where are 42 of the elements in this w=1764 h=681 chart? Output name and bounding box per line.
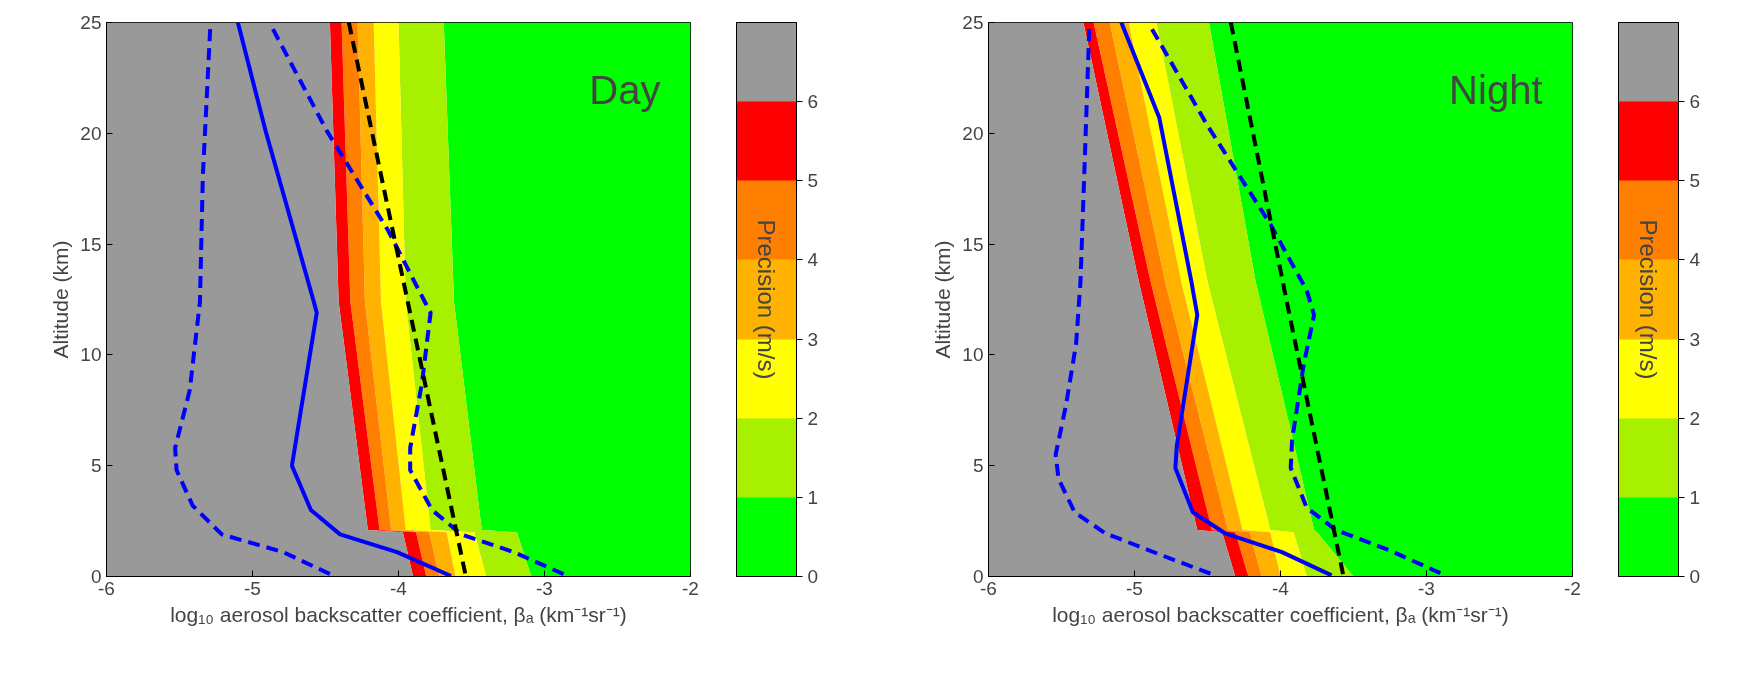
color-bar-label: 6 [1689,91,1701,113]
y-tick-label: 15 [962,233,984,255]
y-tick-label: 25 [962,12,984,33]
y-tick-label: 10 [962,344,984,366]
y-tick-label: 5 [972,455,984,477]
line-series [1119,22,1334,577]
y-axis-title: Altitude (km) [931,240,955,359]
color-bar-label: 5 [1689,170,1701,192]
x-tick-label: -3 [1418,577,1435,599]
line-series [235,22,454,577]
color-bar-label: 0 [1689,566,1701,587]
y-tick-label: 25 [80,12,102,33]
x-axis-title: log₁₀ aerosol backscatter coefficient, βₐ (km⁻¹sr⁻¹) [170,602,627,626]
y-axis-title: Altitude (km) [49,240,73,359]
color-bar-label: 1 [1689,486,1701,508]
color-bar-label: 4 [1689,249,1701,271]
color-bar-label: 2 [807,407,819,429]
color-bar-label: 0 [807,566,819,587]
color-bar-label: 2 [1689,407,1701,429]
x-tick-label: -2 [682,577,699,599]
annotation: Day [589,67,661,112]
color-bar-title: Precision (m/s) [753,219,780,380]
color-bar-label: 5 [807,170,819,192]
annotation: Night [1449,67,1543,112]
x-tick-label: -5 [1126,577,1143,599]
y-tick-label: 15 [80,233,102,255]
color-bar-label: 6 [807,91,819,113]
x-axis-title: log₁₀ aerosol backscatter coefficient, βₐ (km⁻¹sr⁻¹) [1052,602,1509,626]
x-tick-label: -2 [1564,577,1581,599]
x-tick-label: -4 [1272,577,1290,599]
color-bar-title: Precision (m/s) [1635,219,1662,380]
color-bar-label: 1 [807,486,819,508]
x-tick-label: -5 [244,577,261,599]
y-tick-label: 20 [962,122,984,144]
color-bar-label: 3 [1689,328,1701,350]
x-tick-label: -4 [390,577,408,599]
color-bar-label: 3 [807,328,819,350]
y-tick-label: 5 [90,455,102,477]
x-tick-label: -3 [536,577,553,599]
y-tick-label: 20 [80,122,102,144]
color-bar-label: 4 [807,249,819,271]
y-tick-label: 10 [80,344,102,366]
